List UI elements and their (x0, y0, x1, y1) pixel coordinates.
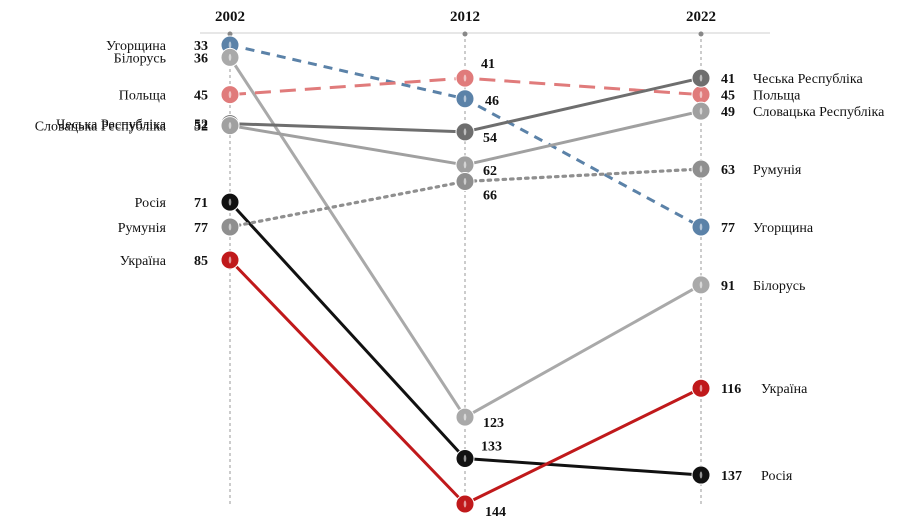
value-label-румунія-2022: 63 (721, 163, 735, 178)
point-highlight-словацька-республіка-2022 (699, 107, 703, 115)
point-highlight-росія-2012 (463, 455, 467, 463)
value-label-чеська-республіка-2012: 54 (483, 131, 497, 146)
year-header-2012: 2012 (450, 9, 480, 25)
series-label-румунія-2002: Румунія (118, 221, 167, 236)
value-label-україна-2022: 116 (721, 382, 741, 397)
series-label-румунія-2022: Румунія (753, 163, 802, 178)
point-highlight-румунія-2012 (463, 177, 467, 185)
point-highlight-чеська-республіка-2022 (699, 74, 703, 82)
value-label-словацька-республіка-2022: 49 (721, 105, 735, 120)
series-label-чеська-республіка-2022: Чеська Республіка (753, 72, 863, 87)
point-highlight-україна-2012 (463, 500, 467, 508)
value-label-білорусь-2022: 91 (721, 279, 735, 294)
value-label-білорусь-2012: 123 (483, 416, 504, 431)
year-tick-2022 (698, 31, 704, 37)
year-tick-2012 (462, 31, 468, 37)
series-label-росія-2022: Росія (761, 469, 793, 484)
value-label-польща-2002: 45 (194, 89, 208, 104)
series-label-україна-2022: Україна (761, 382, 808, 397)
point-highlight-румунія-2002 (228, 223, 232, 231)
series-label-білорусь-2022: Білорусь (753, 279, 805, 294)
point-highlight-польща-2002 (228, 91, 232, 99)
point-highlight-угорщина-2002 (228, 41, 232, 49)
value-label-угорщина-2002: 33 (194, 39, 208, 54)
value-label-словацька-республіка-2012: 62 (483, 164, 497, 179)
value-label-словацька-республіка-2002: 52 (194, 120, 208, 135)
value-label-росія-2012: 133 (481, 440, 502, 455)
value-label-росія-2002: 71 (194, 196, 208, 211)
series-label-польща-2002: Польща (119, 89, 167, 104)
value-label-чеська-республіка-2022: 41 (721, 72, 735, 87)
year-header-2022: 2022 (686, 9, 716, 25)
value-label-румунія-2012: 66 (483, 188, 497, 203)
point-highlight-угорщина-2012 (463, 95, 467, 103)
value-label-польща-2022: 45 (721, 89, 735, 104)
series-label-угорщина-2002: Угорщина (106, 39, 167, 54)
value-label-україна-2002: 85 (194, 254, 208, 269)
point-highlight-білорусь-2022 (699, 281, 703, 289)
value-label-польща-2012: 41 (481, 57, 495, 72)
point-highlight-росія-2002 (228, 198, 232, 206)
series-label-білорусь-2002: Білорусь (114, 51, 166, 66)
series-label-україна-2002: Україна (120, 254, 167, 269)
point-highlight-польща-2022 (699, 91, 703, 99)
point-highlight-угорщина-2022 (699, 223, 703, 231)
point-highlight-україна-2002 (228, 256, 232, 264)
value-label-україна-2012: 144 (485, 505, 506, 519)
point-highlight-словацька-республіка-2012 (463, 161, 467, 169)
series-label-угорщина-2022: Угорщина (753, 221, 814, 236)
point-highlight-україна-2022 (699, 384, 703, 392)
point-highlight-словацька-республіка-2002 (228, 122, 232, 130)
series-label-чеська-республіка-2002: Чеська Республіка (56, 118, 166, 133)
point-highlight-білорусь-2002 (228, 53, 232, 61)
series-label-росія-2002: Росія (135, 196, 167, 211)
value-label-білорусь-2002: 36 (194, 51, 208, 66)
value-label-чеська-республіка-2002: 52 (194, 118, 208, 133)
series-label-словацька-республіка-2022: Словацька Республіка (753, 105, 885, 120)
value-label-росія-2022: 137 (721, 469, 742, 484)
point-highlight-росія-2022 (699, 471, 703, 479)
year-header-2002: 2002 (215, 9, 245, 25)
point-highlight-чеська-республіка-2012 (463, 128, 467, 136)
point-highlight-польща-2012 (463, 74, 467, 82)
value-label-угорщина-2012: 46 (485, 94, 499, 109)
point-highlight-румунія-2022 (699, 165, 703, 173)
year-tick-2002 (227, 31, 233, 37)
point-highlight-білорусь-2012 (463, 413, 467, 421)
series-label-словацька-республіка-2002: Словацька Республіка (35, 120, 167, 135)
value-label-румунія-2002: 77 (194, 221, 208, 236)
value-label-угорщина-2022: 77 (721, 221, 735, 236)
series-label-польща-2022: Польща (753, 89, 801, 104)
